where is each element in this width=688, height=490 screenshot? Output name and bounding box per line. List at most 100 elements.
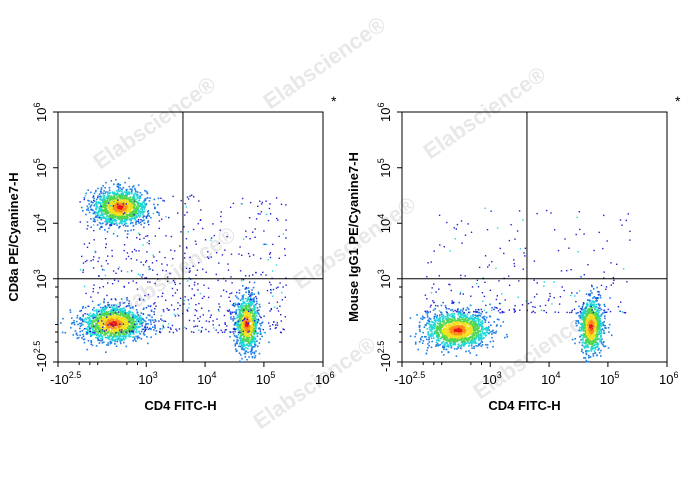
event-dot	[246, 334, 249, 336]
event-dot	[269, 325, 271, 327]
event-dot	[433, 317, 435, 320]
event-dot	[91, 344, 94, 347]
tick-base: 10	[34, 108, 49, 122]
event-dot	[235, 309, 238, 311]
event-dot	[216, 318, 218, 320]
event-dot	[256, 310, 258, 312]
event-dot	[121, 211, 123, 213]
event-dot	[124, 212, 126, 214]
event-dot	[120, 270, 123, 272]
event-dot	[129, 191, 131, 194]
event-dot	[82, 323, 84, 326]
event-dot	[103, 205, 105, 208]
event-dot	[164, 320, 167, 322]
event-dot	[98, 330, 101, 333]
event-dot	[234, 343, 237, 345]
event-dot	[126, 204, 129, 207]
event-dot	[99, 313, 101, 315]
event-dot	[135, 322, 138, 325]
event-dot	[445, 342, 448, 344]
event-dot	[207, 251, 209, 253]
event-dot	[143, 319, 145, 322]
event-dot	[477, 339, 480, 342]
event-dot	[123, 321, 125, 323]
event-dot	[117, 332, 119, 335]
event-dot	[128, 330, 131, 332]
event-dot	[236, 324, 239, 326]
event-dot	[97, 260, 99, 263]
event-dot	[245, 347, 247, 349]
event-dot	[409, 335, 412, 337]
event-dot	[109, 323, 112, 325]
event-dot	[257, 291, 260, 294]
event-dot	[125, 207, 128, 210]
event-dot	[105, 246, 107, 249]
event-dot	[117, 315, 120, 317]
event-dot	[119, 216, 121, 218]
event-dot	[235, 342, 238, 345]
event-dot	[93, 330, 95, 332]
event-dot	[112, 318, 114, 320]
event-dot	[93, 314, 95, 316]
event-dot	[117, 199, 119, 201]
event-dot	[145, 328, 148, 331]
event-dot	[146, 215, 149, 217]
event-dot	[276, 217, 278, 220]
tick-exponent: 6	[329, 370, 334, 380]
event-dot	[453, 316, 456, 319]
event-dot	[140, 210, 143, 213]
event-dot	[79, 201, 81, 203]
event-dot	[84, 306, 87, 309]
event-dot	[140, 223, 142, 226]
event-dot	[434, 307, 436, 310]
event-dot	[250, 312, 252, 314]
event-dot	[96, 310, 98, 313]
event-dot	[91, 327, 93, 330]
event-dot	[260, 333, 262, 335]
event-dot	[89, 327, 91, 329]
event-dot	[261, 321, 264, 323]
event-dot	[142, 298, 145, 301]
event-dot	[123, 205, 126, 207]
event-dot	[239, 306, 242, 308]
event-dot	[220, 215, 222, 218]
event-dot	[138, 210, 141, 213]
event-dot	[272, 243, 274, 246]
event-dot	[105, 212, 107, 214]
event-dot	[92, 224, 95, 226]
event-dot	[140, 219, 142, 221]
event-dot	[246, 326, 248, 329]
event-dot	[237, 333, 240, 336]
event-dot	[114, 207, 116, 210]
event-dot	[147, 314, 150, 316]
event-dot	[236, 296, 238, 299]
event-dot	[186, 309, 188, 311]
event-dot	[113, 318, 115, 320]
event-dot	[121, 190, 123, 192]
event-dot	[112, 310, 114, 313]
event-dot	[132, 185, 135, 187]
event-dot	[92, 317, 95, 319]
event-dot	[128, 335, 130, 338]
event-dot	[153, 311, 155, 313]
event-dot	[136, 202, 139, 205]
event-dot	[62, 317, 64, 320]
event-dot	[430, 334, 433, 337]
event-dot	[146, 197, 149, 199]
event-dot	[248, 217, 251, 219]
event-dot	[64, 331, 67, 334]
event-dot	[94, 213, 97, 215]
event-dot	[109, 326, 112, 328]
event-dot	[98, 217, 101, 219]
event-dot	[243, 352, 246, 355]
event-dot	[123, 223, 126, 225]
event-dot	[82, 305, 84, 308]
event-dot	[257, 309, 259, 312]
event-dot	[430, 346, 433, 349]
event-dot	[252, 286, 255, 289]
event-dot	[122, 337, 125, 340]
event-dot	[88, 324, 91, 326]
event-dot	[122, 192, 124, 194]
event-dot	[116, 318, 118, 321]
event-dot	[258, 352, 261, 355]
